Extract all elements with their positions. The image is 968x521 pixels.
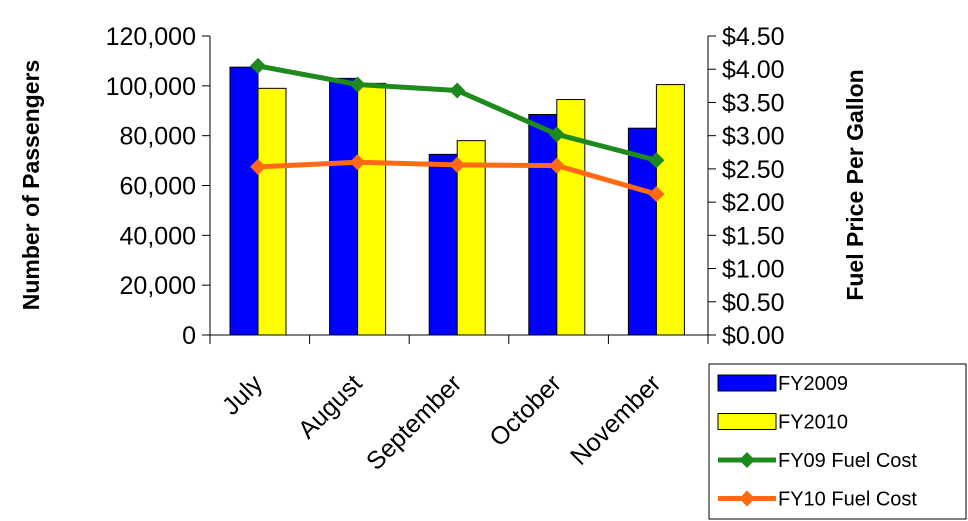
y2-tick-label: $4.50 bbox=[722, 23, 785, 51]
y2-tick-label: $0.50 bbox=[722, 289, 785, 317]
marker-fy09-fuel-cost-july bbox=[250, 57, 266, 74]
bar-fy2010-july bbox=[257, 87, 287, 336]
marker-fy10-fuel-cost-november bbox=[648, 186, 665, 203]
marker-fy09-fuel-cost-september bbox=[449, 82, 466, 99]
legend-swatch-fy2010 bbox=[717, 413, 777, 430]
marker-fy09-fuel-cost-august bbox=[349, 76, 366, 93]
y2-tick-label: $3.00 bbox=[722, 123, 785, 151]
y-tick-label: 120,000 bbox=[106, 23, 196, 51]
y-tick-label: 40,000 bbox=[120, 222, 196, 250]
x-tick-label: October bbox=[484, 369, 567, 452]
bar-fy2010-november bbox=[655, 84, 685, 336]
bar-fy2010-september bbox=[456, 140, 486, 336]
bar-series bbox=[229, 66, 685, 336]
y-tick-label: 80,000 bbox=[120, 123, 196, 151]
y2-tick-label: $3.50 bbox=[722, 89, 785, 117]
y-tick-label: 100,000 bbox=[106, 73, 196, 101]
y2-tick-label: $1.00 bbox=[722, 256, 785, 284]
marker-fy10-fuel-cost-october bbox=[548, 157, 565, 174]
legend-label-fy2009: FY2009 bbox=[778, 373, 848, 395]
y-tick-label: 20,000 bbox=[120, 272, 196, 300]
x-tick-label: November bbox=[565, 369, 666, 470]
line-series bbox=[250, 57, 665, 203]
y2-tick-label: $4.00 bbox=[722, 56, 785, 84]
y-tick-label: 60,000 bbox=[120, 173, 196, 201]
bar-fy2009-october bbox=[528, 113, 558, 336]
bar-fy2009-september bbox=[428, 153, 458, 336]
x-tick-label: September bbox=[361, 369, 467, 475]
y2-tick-label: $1.50 bbox=[722, 222, 785, 250]
y2-tick-label: $2.00 bbox=[722, 189, 785, 217]
marker-fy09-fuel-cost-october bbox=[548, 126, 565, 143]
y-axis-title: Number of Passengers bbox=[18, 60, 44, 311]
marker-fy10-fuel-cost-august bbox=[349, 154, 366, 171]
legend-swatch-fy2009 bbox=[717, 374, 777, 392]
marker-fy10-fuel-cost-september bbox=[449, 156, 466, 173]
bar-fy2009-august bbox=[329, 77, 359, 336]
marker-fy09-fuel-cost-november bbox=[648, 152, 665, 169]
marker-fy10-fuel-cost-july bbox=[250, 158, 266, 175]
y-tick-label: 0 bbox=[182, 322, 196, 350]
y2-tick-label: $2.50 bbox=[722, 156, 785, 184]
y2-axis-title: Fuel Price Per Gallon bbox=[842, 69, 868, 300]
legend-marker-fy10-fuel-cost bbox=[739, 490, 755, 507]
legend-marker-fy09-fuel-cost bbox=[739, 452, 755, 468]
legend-label-fy2010: FY2010 bbox=[778, 412, 848, 434]
legend: FY2009 FY2010 FY09 Fuel Cost FY10 Fuel Cost bbox=[708, 363, 967, 520]
x-tick-label: July bbox=[217, 369, 269, 421]
x-tick-label: August bbox=[293, 369, 368, 444]
legend-label-fy10-fuel-cost: FY10 Fuel Cost bbox=[778, 489, 917, 511]
bar-fy2009-july bbox=[229, 66, 259, 336]
legend-label-fy09-fuel-cost: FY09 Fuel Cost bbox=[778, 450, 917, 472]
bar-fy2010-august bbox=[357, 82, 387, 336]
y2-tick-label: $0.00 bbox=[722, 322, 785, 350]
